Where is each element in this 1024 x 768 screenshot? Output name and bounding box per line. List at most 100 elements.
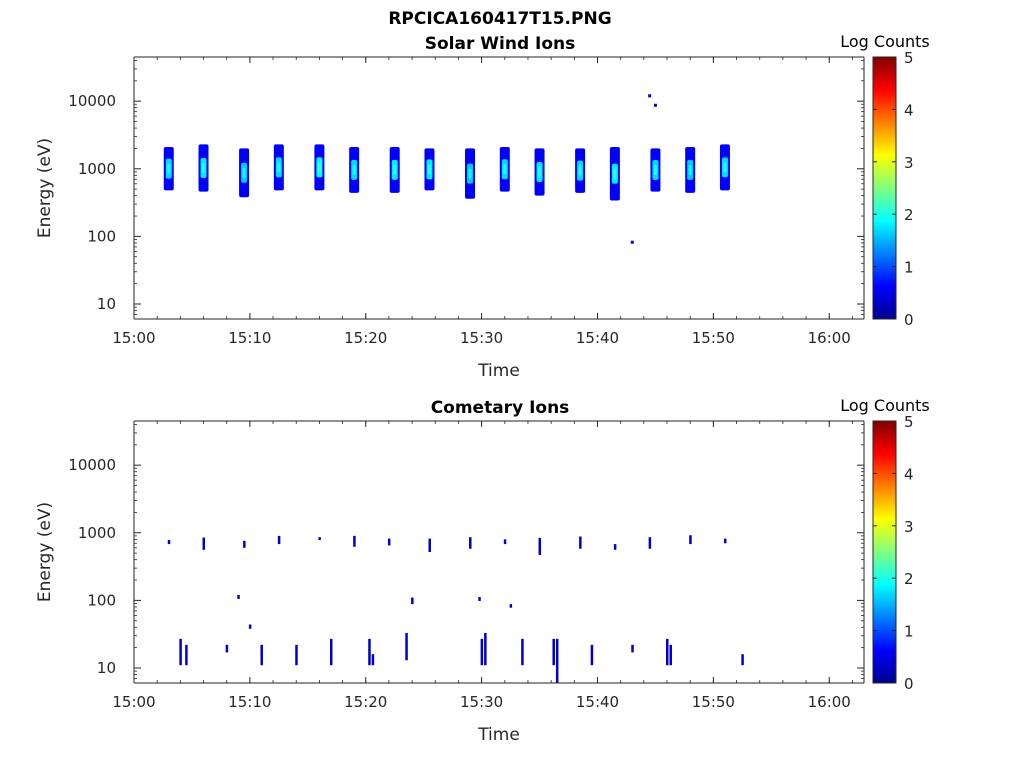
data-point: [648, 94, 652, 98]
count-streak: [478, 597, 481, 601]
count-streak: [353, 535, 356, 547]
y-axis-label: Energy (eV): [35, 138, 55, 238]
x-tick-label: 15:00: [112, 693, 155, 711]
count-streak: [480, 638, 484, 666]
count-streak: [669, 644, 672, 666]
colorbar-tick-label: 0: [904, 675, 914, 693]
x-tick-label: 16:00: [808, 329, 851, 347]
count-streak: [248, 624, 252, 629]
x-tick-label: 16:00: [808, 693, 851, 711]
count-streak: [579, 536, 582, 549]
colorbar: [872, 420, 897, 684]
x-axis-label: Time: [477, 361, 520, 381]
colorbar: [872, 56, 897, 320]
count-streak: [405, 632, 408, 661]
y-axis-label: Energy (eV): [35, 502, 55, 602]
colorbar-tick-label: 5: [904, 413, 914, 431]
burst-peak: [427, 164, 431, 175]
count-streak: [723, 538, 727, 544]
burst-peak: [723, 162, 727, 173]
colorbar-tick-label: 4: [904, 101, 914, 119]
burst-peak: [503, 164, 507, 175]
count-streak: [167, 540, 171, 545]
panel-title: Solar Wind Ions: [425, 34, 576, 54]
count-streak: [552, 638, 555, 666]
x-tick-label: 15:40: [576, 329, 619, 347]
count-streak: [318, 537, 321, 541]
burst-peak: [352, 164, 356, 175]
colorbar-tick-label: 4: [904, 465, 914, 483]
x-tick-label: 15:40: [576, 693, 619, 711]
x-tick-label: 15:30: [460, 329, 503, 347]
count-streak: [277, 535, 281, 545]
burst-peak: [653, 165, 657, 176]
count-streak: [371, 654, 375, 666]
data-point: [653, 103, 657, 107]
count-streak: [503, 539, 507, 545]
count-streak: [411, 597, 414, 605]
y-tick-label: 1000: [78, 160, 116, 178]
x-tick-label: 15:00: [112, 329, 155, 347]
count-streak: [295, 644, 298, 666]
solar-wind-ions-panel: Solar Wind Ions 15:00 15:10 15:20 15:30 15:4…: [35, 32, 930, 381]
x-axis-label: Time: [477, 725, 520, 745]
colorbar-tick-label: 1: [904, 623, 914, 641]
y-tick-label: 10000: [68, 92, 116, 110]
count-streak: [329, 638, 333, 666]
y-tick-label: 100: [87, 591, 116, 609]
cometary-ions-panel: Cometary Ions 15:00 15:10 15:20 15:30 15:40 1…: [35, 396, 930, 745]
burst-peak: [468, 168, 472, 179]
burst-peak: [578, 165, 582, 176]
count-streak: [243, 540, 246, 548]
y-tick-label: 10: [97, 659, 116, 677]
burst-peak: [538, 167, 542, 178]
burst-peak: [688, 164, 692, 175]
count-streak: [179, 638, 182, 666]
colorbar-tick-label: 2: [904, 570, 914, 588]
count-streak: [689, 535, 692, 545]
panel-title: Cometary Ions: [431, 398, 570, 418]
burst-peak: [277, 162, 281, 173]
count-streak: [590, 644, 594, 666]
colorbar-tick-label: 3: [904, 518, 914, 536]
colorbar-title: Log Counts: [840, 396, 930, 415]
count-streak: [368, 638, 371, 666]
count-streak: [237, 595, 240, 599]
plot-area: [134, 57, 864, 319]
y-tick-label: 1000: [78, 524, 116, 542]
data-point: [630, 240, 634, 244]
colorbar-tick-label: 1: [904, 259, 914, 277]
count-streak: [613, 544, 617, 550]
count-streak: [521, 638, 524, 666]
burst-peak: [613, 168, 617, 179]
count-streak: [469, 537, 472, 549]
count-streak: [260, 644, 263, 666]
count-streak: [555, 638, 559, 683]
x-tick-label: 15:30: [460, 693, 503, 711]
x-tick-label: 15:50: [692, 693, 735, 711]
count-streak: [387, 538, 391, 546]
burst-peak: [393, 164, 397, 175]
count-streak: [202, 537, 206, 550]
count-streak: [741, 654, 744, 666]
count-streak: [509, 604, 513, 608]
count-streak: [185, 644, 188, 666]
burst-peak: [167, 163, 171, 174]
count-streak: [631, 644, 634, 653]
x-tick-label: 15:20: [344, 329, 387, 347]
y-tick-label: 10: [97, 295, 116, 313]
colorbar-tick-label: 0: [904, 311, 914, 329]
count-streak: [538, 537, 542, 555]
x-tick-label: 15:50: [692, 329, 735, 347]
x-tick-label: 15:10: [228, 329, 271, 347]
figure-title: RPCICA160417T15.PNG: [388, 9, 611, 29]
x-tick-label: 15:10: [228, 693, 271, 711]
plot-area: [134, 421, 864, 683]
count-streak: [666, 638, 669, 666]
x-tick-label: 15:20: [344, 693, 387, 711]
colorbar-title: Log Counts: [840, 32, 930, 51]
burst-peak: [242, 167, 246, 178]
count-streak: [484, 632, 487, 666]
count-streak: [225, 644, 229, 653]
